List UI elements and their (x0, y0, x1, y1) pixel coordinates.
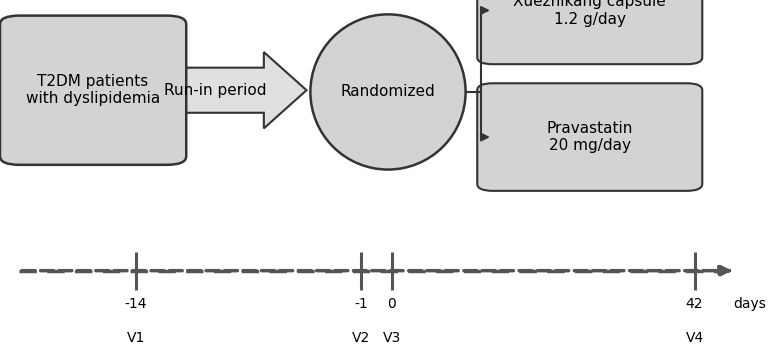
Text: days: days (733, 297, 766, 311)
Text: Run-in period: Run-in period (164, 83, 267, 98)
FancyBboxPatch shape (0, 16, 186, 165)
Text: 0: 0 (387, 297, 397, 311)
Text: -14: -14 (125, 297, 147, 311)
Text: V1: V1 (126, 331, 145, 345)
Text: Xuezhikang capsule
1.2 g/day: Xuezhikang capsule 1.2 g/day (514, 0, 666, 27)
Ellipse shape (310, 14, 466, 170)
Text: 42: 42 (686, 297, 703, 311)
Text: Pravastatin
20 mg/day: Pravastatin 20 mg/day (546, 121, 633, 153)
Text: V3: V3 (383, 331, 401, 345)
Polygon shape (167, 52, 307, 128)
Text: V4: V4 (685, 331, 704, 345)
FancyBboxPatch shape (477, 0, 702, 64)
Text: -1: -1 (354, 297, 368, 311)
Text: V2: V2 (352, 331, 370, 345)
FancyBboxPatch shape (477, 83, 702, 191)
Text: T2DM patients
with dyslipidemia: T2DM patients with dyslipidemia (26, 74, 161, 107)
Text: Randomized: Randomized (341, 84, 435, 100)
